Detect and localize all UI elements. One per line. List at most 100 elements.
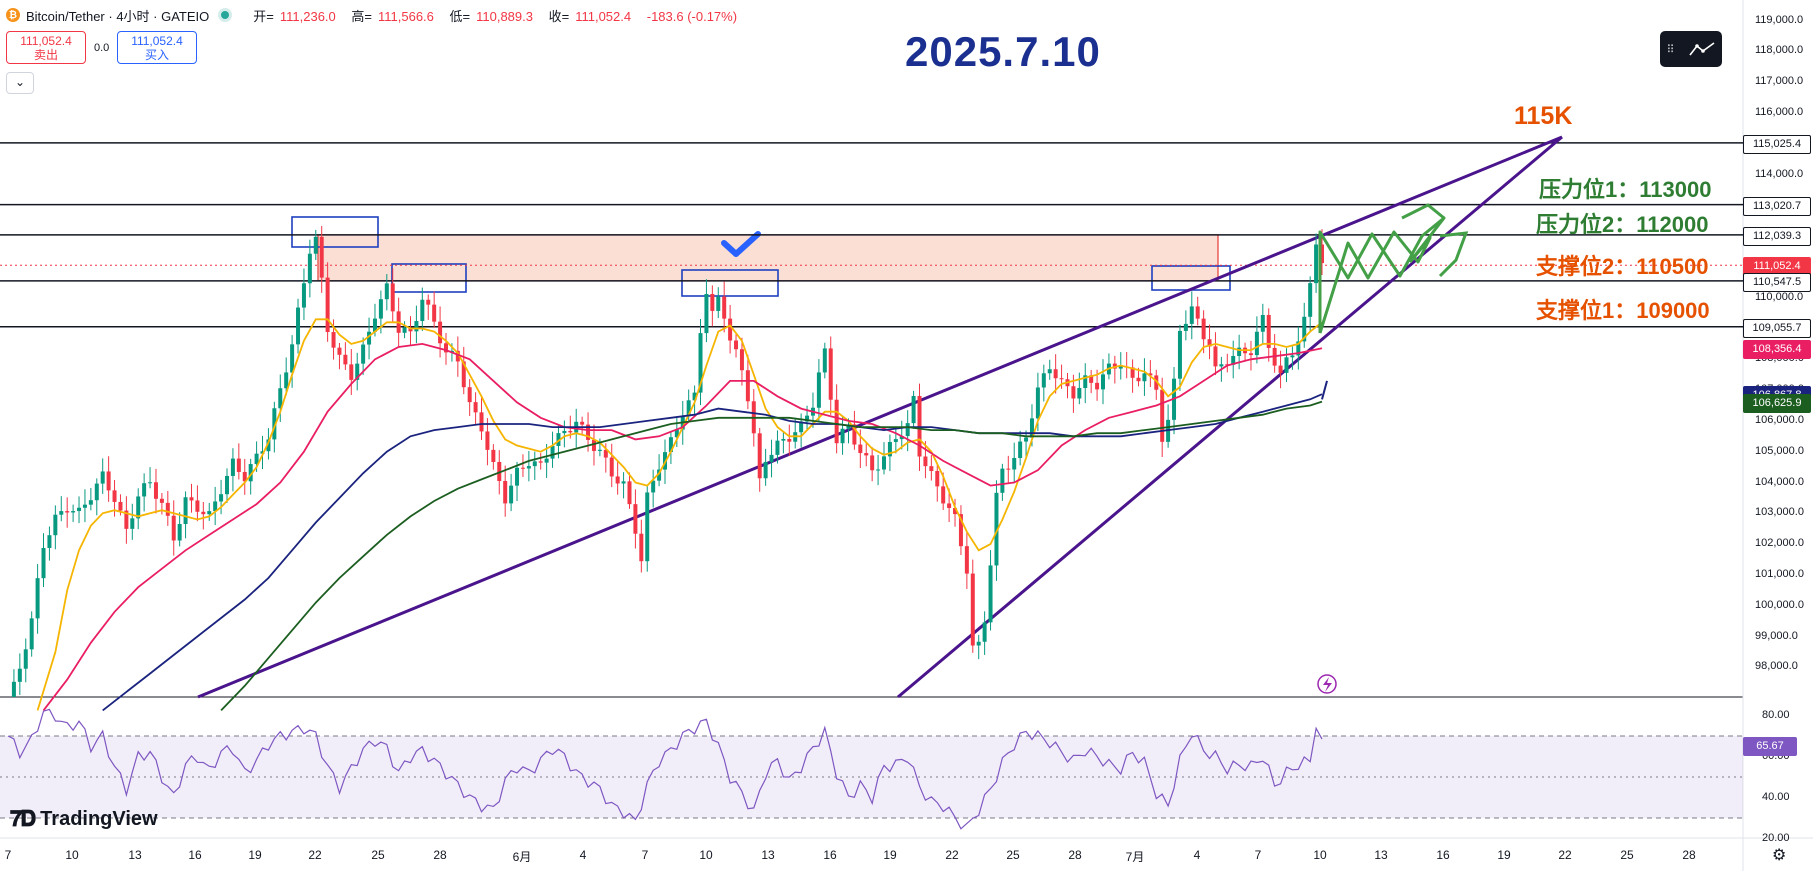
checkmark-icon bbox=[721, 231, 761, 257]
candle-body bbox=[520, 467, 525, 469]
price-tick-label: 103,000.0 bbox=[1755, 506, 1804, 519]
candle-body bbox=[402, 327, 407, 333]
candle-body bbox=[106, 471, 111, 491]
candle-body bbox=[1296, 341, 1301, 356]
candle-body bbox=[923, 456, 928, 467]
candle-body bbox=[165, 502, 170, 516]
price-tick-label: 98,000.0 bbox=[1755, 660, 1798, 673]
candle-body bbox=[1231, 355, 1236, 365]
rsi-tick-label: 20.00 bbox=[1762, 831, 1790, 844]
candle-body bbox=[207, 511, 212, 515]
candle-body bbox=[615, 476, 620, 484]
time-axis-label: 16 bbox=[823, 848, 837, 862]
candle-body bbox=[958, 514, 963, 547]
candle-body bbox=[225, 475, 229, 495]
candle-body bbox=[1248, 353, 1253, 356]
candle-body bbox=[1213, 346, 1218, 367]
price-tick-label: 117,000.0 bbox=[1755, 75, 1804, 88]
drag-handle-icon[interactable]: ⠿ bbox=[1666, 43, 1675, 56]
projection-arrow-head-1 bbox=[1401, 203, 1445, 220]
drawing-toolbar[interactable]: ⠿ bbox=[1660, 31, 1722, 67]
candle-body bbox=[1041, 373, 1046, 388]
time-axis-label: 19 bbox=[248, 848, 262, 862]
time-axis-label: 25 bbox=[371, 848, 385, 862]
candle-body bbox=[1029, 418, 1034, 438]
price-tick-label: 114,000.0 bbox=[1755, 167, 1804, 180]
candle-body bbox=[432, 304, 437, 322]
time-axis-label: 19 bbox=[1497, 848, 1511, 862]
candle-body bbox=[59, 511, 64, 515]
time-axis-label: 16 bbox=[188, 848, 202, 862]
candle-body bbox=[53, 514, 58, 536]
time-axis-label: 28 bbox=[1068, 848, 1082, 862]
symbol-title[interactable]: Bitcoin/Tether · 4小时 · GATEIO bbox=[26, 8, 210, 24]
candle-body bbox=[1142, 373, 1147, 382]
candle-body bbox=[828, 348, 833, 400]
candle-body bbox=[781, 439, 786, 441]
candle-body bbox=[1148, 373, 1153, 376]
candle-body bbox=[799, 421, 804, 433]
candle-body bbox=[1154, 375, 1159, 390]
time-axis-label: 22 bbox=[1558, 848, 1572, 862]
price-tick-label: 110,000.0 bbox=[1755, 290, 1804, 303]
candle-body bbox=[242, 471, 247, 482]
candle-body bbox=[77, 507, 82, 512]
candle-body bbox=[455, 350, 460, 362]
candle-body bbox=[515, 467, 520, 486]
candle-body bbox=[668, 437, 673, 453]
price-tick-label: 99,000.0 bbox=[1755, 629, 1798, 642]
candle-body bbox=[556, 433, 561, 446]
candle-body bbox=[970, 573, 975, 646]
price-axis-tag-value: 115,025.4 bbox=[1752, 137, 1802, 150]
time-axis-label: 25 bbox=[1006, 848, 1020, 862]
tradingview-icon: 𝟕𝐃 bbox=[10, 806, 36, 831]
time-axis-label: 16 bbox=[1436, 848, 1450, 862]
candle-body bbox=[586, 424, 591, 440]
candle-body bbox=[1071, 386, 1076, 399]
sell-price: 111,052.4 bbox=[20, 34, 72, 48]
tradingview-wordmark: TradingView bbox=[40, 807, 158, 830]
candle-body bbox=[734, 340, 739, 350]
candle-body bbox=[1118, 366, 1123, 369]
sell-button[interactable]: 111,052.4 卖出 bbox=[6, 31, 86, 64]
candle-body bbox=[935, 470, 940, 487]
settings-gear-icon[interactable]: ⚙ bbox=[1772, 847, 1787, 864]
resistance-1-label: 压力位1：113000 bbox=[1539, 177, 1712, 202]
price-axis-tag: 106,625.9 bbox=[1743, 393, 1811, 413]
candle-body bbox=[645, 492, 650, 562]
candle-body bbox=[130, 518, 135, 529]
candle-body bbox=[562, 430, 567, 434]
ma-fast-line bbox=[36, 318, 1323, 711]
trend-line-tool-icon[interactable] bbox=[1688, 40, 1716, 58]
tradingview-logo[interactable]: 𝟕𝐃 TradingView bbox=[10, 806, 158, 832]
time-axis-label: 19 bbox=[883, 848, 897, 862]
candle-body bbox=[1053, 369, 1058, 379]
candle-body bbox=[177, 524, 182, 541]
candle-body bbox=[621, 481, 626, 484]
candle-body bbox=[964, 546, 969, 574]
projection-path-1 bbox=[1318, 230, 1432, 334]
candle-body bbox=[775, 440, 780, 455]
candle-body bbox=[438, 321, 443, 344]
ma-long-line bbox=[220, 400, 1323, 712]
candle-body bbox=[337, 347, 342, 355]
candle-body bbox=[728, 318, 733, 341]
candle-body bbox=[47, 535, 52, 548]
candle-body bbox=[639, 533, 644, 562]
candle-body bbox=[319, 236, 324, 278]
candle-body bbox=[331, 332, 336, 348]
collapse-legend-button[interactable]: ⌄ bbox=[6, 72, 34, 94]
candle-body bbox=[1302, 316, 1307, 342]
buy-button[interactable]: 111,052.4 买入 bbox=[117, 31, 197, 64]
candle-body bbox=[349, 364, 354, 380]
candle-body bbox=[485, 431, 490, 450]
candle-body bbox=[1000, 468, 1005, 493]
candle-body bbox=[692, 392, 697, 401]
candle-body bbox=[183, 497, 188, 525]
candle-body bbox=[816, 372, 821, 408]
ohlc-close-key: 收= bbox=[548, 8, 570, 24]
price-axis-tag-value: 109,055.7 bbox=[1752, 321, 1802, 334]
candle-body bbox=[787, 439, 792, 442]
candle-body bbox=[136, 496, 141, 519]
